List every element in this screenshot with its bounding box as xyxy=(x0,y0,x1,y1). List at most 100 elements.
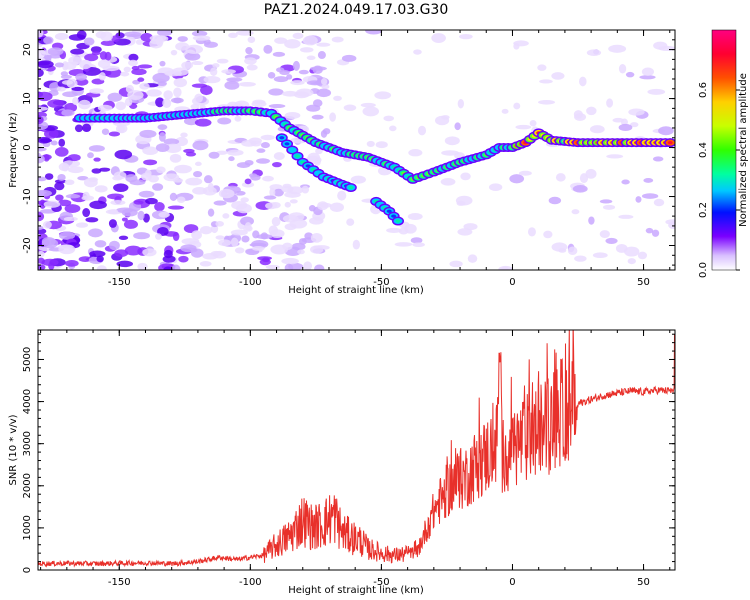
heatmap-noise-blob xyxy=(311,114,324,120)
heatmap-noise-blob xyxy=(571,209,580,215)
heatmap-noise-blob xyxy=(139,82,150,90)
heatmap-noise-blob xyxy=(319,202,332,208)
heatmap-noise-blob xyxy=(123,31,142,38)
heatmap-noise-blob xyxy=(460,172,471,181)
heatmap-noise-blob xyxy=(463,223,478,231)
heatmap-noise-blob xyxy=(87,152,94,159)
heatmap-noise-blob xyxy=(108,240,120,251)
snr-frame xyxy=(37,329,676,571)
heatmap-noise-blob xyxy=(431,33,446,43)
snr-x-tick-label: -100 xyxy=(239,577,262,588)
heatmap-noise-blob xyxy=(44,128,59,139)
heatmap-noise-blob xyxy=(658,45,675,52)
heatmap-y-axis-label: Frequency (Hz) xyxy=(8,112,19,188)
heatmap-noise-blob xyxy=(178,255,189,263)
heatmap-noise-blob xyxy=(282,242,293,251)
heatmap-noise-blob xyxy=(245,47,253,55)
heatmap-noise-blob xyxy=(572,184,588,193)
heatmap-noise-blob xyxy=(137,262,148,270)
heatmap-noise-blob xyxy=(297,249,305,255)
heatmap-noise-blob xyxy=(309,66,327,71)
heatmap-noise-blob xyxy=(621,179,630,185)
heatmap-noise-blob xyxy=(212,63,220,68)
heatmap-noise-blob xyxy=(75,73,88,81)
heatmap-noise-blob xyxy=(284,201,291,208)
heatmap-noise-blob xyxy=(120,71,130,77)
heatmap-noise-blob xyxy=(321,84,330,90)
heatmap-noise-blob xyxy=(295,88,314,97)
heatmap-noise-blob xyxy=(82,191,90,200)
snr-background xyxy=(38,330,675,570)
heatmap-noise-blob xyxy=(203,75,221,84)
heatmap-ridge-core xyxy=(391,214,397,218)
heatmap-noise-blob xyxy=(181,61,194,70)
heatmap-noise-blob xyxy=(180,132,188,138)
heatmap-noise-blob xyxy=(41,258,59,267)
heatmap-noise-blob xyxy=(310,232,323,243)
colorbar-tick-label: 0.2 xyxy=(698,202,709,218)
heatmap-noise-blob xyxy=(410,237,423,244)
heatmap-noise-blob xyxy=(290,80,305,86)
heatmap-noise-blob xyxy=(312,99,323,107)
heatmap-noise-blob xyxy=(145,197,158,205)
heatmap-noise-blob xyxy=(221,69,236,74)
heatmap-noise-blob xyxy=(292,60,300,71)
heatmap-noise-blob xyxy=(61,163,69,172)
heatmap-noise-blob xyxy=(99,51,108,60)
heatmap-noise-blob xyxy=(142,213,150,223)
heatmap-noise-blob xyxy=(118,235,129,241)
figure-title: PAZ1.2024.049.17.03.G30 xyxy=(264,2,449,18)
heatmap-noise-blob xyxy=(513,42,520,50)
heatmap-noise-blob xyxy=(101,128,110,135)
heatmap-noise-blob xyxy=(163,90,173,100)
heatmap-noise-blob xyxy=(88,228,103,238)
heatmap-noise-blob xyxy=(54,32,69,41)
heatmap-noise-blob xyxy=(156,166,166,174)
heatmap-noise-blob xyxy=(417,125,427,136)
heatmap-noise-blob xyxy=(185,44,204,55)
heatmap-noise-blob xyxy=(653,198,665,207)
heatmap-noise-blob xyxy=(128,53,139,62)
snr-x-axis-label: Height of straight line (km) xyxy=(288,585,424,596)
heatmap-noise-blob xyxy=(267,72,276,79)
heatmap-noise-blob xyxy=(143,159,158,166)
heatmap-noise-blob xyxy=(592,252,608,259)
snr-x-tick-label: -50 xyxy=(373,577,389,588)
heatmap-noise-blob xyxy=(558,248,567,253)
heatmap-noise-blob xyxy=(244,222,252,231)
heatmap-noise-blob xyxy=(67,154,81,162)
heatmap-noise-blob xyxy=(38,91,53,102)
heatmap-noise-blob xyxy=(623,246,640,257)
heatmap-noise-blob xyxy=(155,36,164,47)
heatmap-noise-blob xyxy=(316,42,331,47)
heatmap-noise-blob xyxy=(413,49,422,55)
heatmap-ridge-core xyxy=(295,154,301,158)
heatmap-noise-blob xyxy=(54,147,69,157)
heatmap-noise-blob xyxy=(110,199,126,206)
heatmap-noise-blob xyxy=(60,71,69,77)
heatmap-noise-blob xyxy=(268,88,284,96)
heatmap-noise-blob xyxy=(203,175,213,184)
heatmap-noise-blob xyxy=(64,179,75,186)
snr-x-tick-label: -150 xyxy=(108,577,131,588)
heatmap-noise-blob xyxy=(88,145,105,152)
heatmap-noise-blob xyxy=(54,62,65,68)
heatmap-noise-blob xyxy=(651,229,660,237)
heatmap-y-tick-label: -20 xyxy=(22,237,33,253)
heatmap-noise-blob xyxy=(574,255,587,262)
heatmap-noise-blob xyxy=(456,200,466,206)
heatmap-noise-blob xyxy=(96,255,104,263)
heatmap-noise-blob xyxy=(65,194,81,199)
heatmap-noise-blob xyxy=(444,136,460,146)
heatmap-noise-blob xyxy=(89,88,104,94)
heatmap-noise-blob xyxy=(38,142,44,148)
heatmap-noise-blob xyxy=(618,63,627,74)
heatmap-noise-blob xyxy=(236,203,252,214)
snr-y-tick-label: 5000 xyxy=(22,347,33,372)
heatmap-noise-blob xyxy=(199,261,212,267)
heatmap-noise-blob xyxy=(234,115,242,122)
heatmap-ridge-core xyxy=(284,142,290,146)
heatmap-noise-blob xyxy=(162,98,172,108)
heatmap-x-axis-label: Height of straight line (km) xyxy=(288,285,424,296)
heatmap-noise-blob xyxy=(244,178,252,185)
